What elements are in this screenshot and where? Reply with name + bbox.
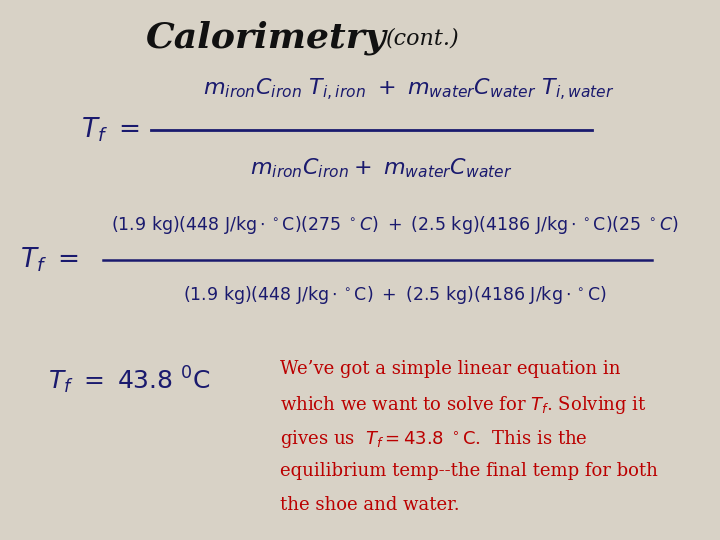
Text: (cont.): (cont.): [385, 27, 459, 49]
Text: equilibrium temp--the final temp for both: equilibrium temp--the final temp for bot…: [280, 462, 658, 480]
Text: $T_f\ =\ 43.8\ ^0\mathrm{C}$: $T_f\ =\ 43.8\ ^0\mathrm{C}$: [48, 364, 210, 396]
Text: $(1.9\ \mathrm{kg})(448\ \mathrm{J/kg \cdot ^\circ C})(275\ ^\circ C)\ +\ (2.5\ : $(1.9\ \mathrm{kg})(448\ \mathrm{J/kg \c…: [111, 214, 678, 236]
Text: $m_{iron}C_{iron}+\ m_{water}C_{water}$: $m_{iron}C_{iron}+\ m_{water}C_{water}$: [250, 156, 512, 180]
Text: which we want to solve for $T_f$. Solving it: which we want to solve for $T_f$. Solvin…: [280, 394, 647, 416]
Text: gives us  $T_f = 43.8\ ^\circ\mathrm{C}$.  This is the: gives us $T_f = 43.8\ ^\circ\mathrm{C}$.…: [280, 428, 588, 450]
Text: $(1.9\ \mathrm{kg})(448\ \mathrm{J/kg \cdot ^\circ C})\ +\ (2.5\ \mathrm{kg})(41: $(1.9\ \mathrm{kg})(448\ \mathrm{J/kg \c…: [183, 284, 606, 306]
Text: $T_f\ =$: $T_f\ =$: [81, 116, 139, 144]
Text: the shoe and water.: the shoe and water.: [280, 496, 459, 514]
Text: We’ve got a simple linear equation in: We’ve got a simple linear equation in: [280, 360, 621, 378]
Text: $T_f\ =$: $T_f\ =$: [20, 246, 78, 274]
Text: Calorimetry: Calorimetry: [146, 21, 387, 55]
Text: $m_{iron}C_{iron}\ T_{i,iron}\ +\ m_{water}C_{water}\ T_{i,water}$: $m_{iron}C_{iron}\ T_{i,iron}\ +\ m_{wat…: [202, 77, 614, 103]
